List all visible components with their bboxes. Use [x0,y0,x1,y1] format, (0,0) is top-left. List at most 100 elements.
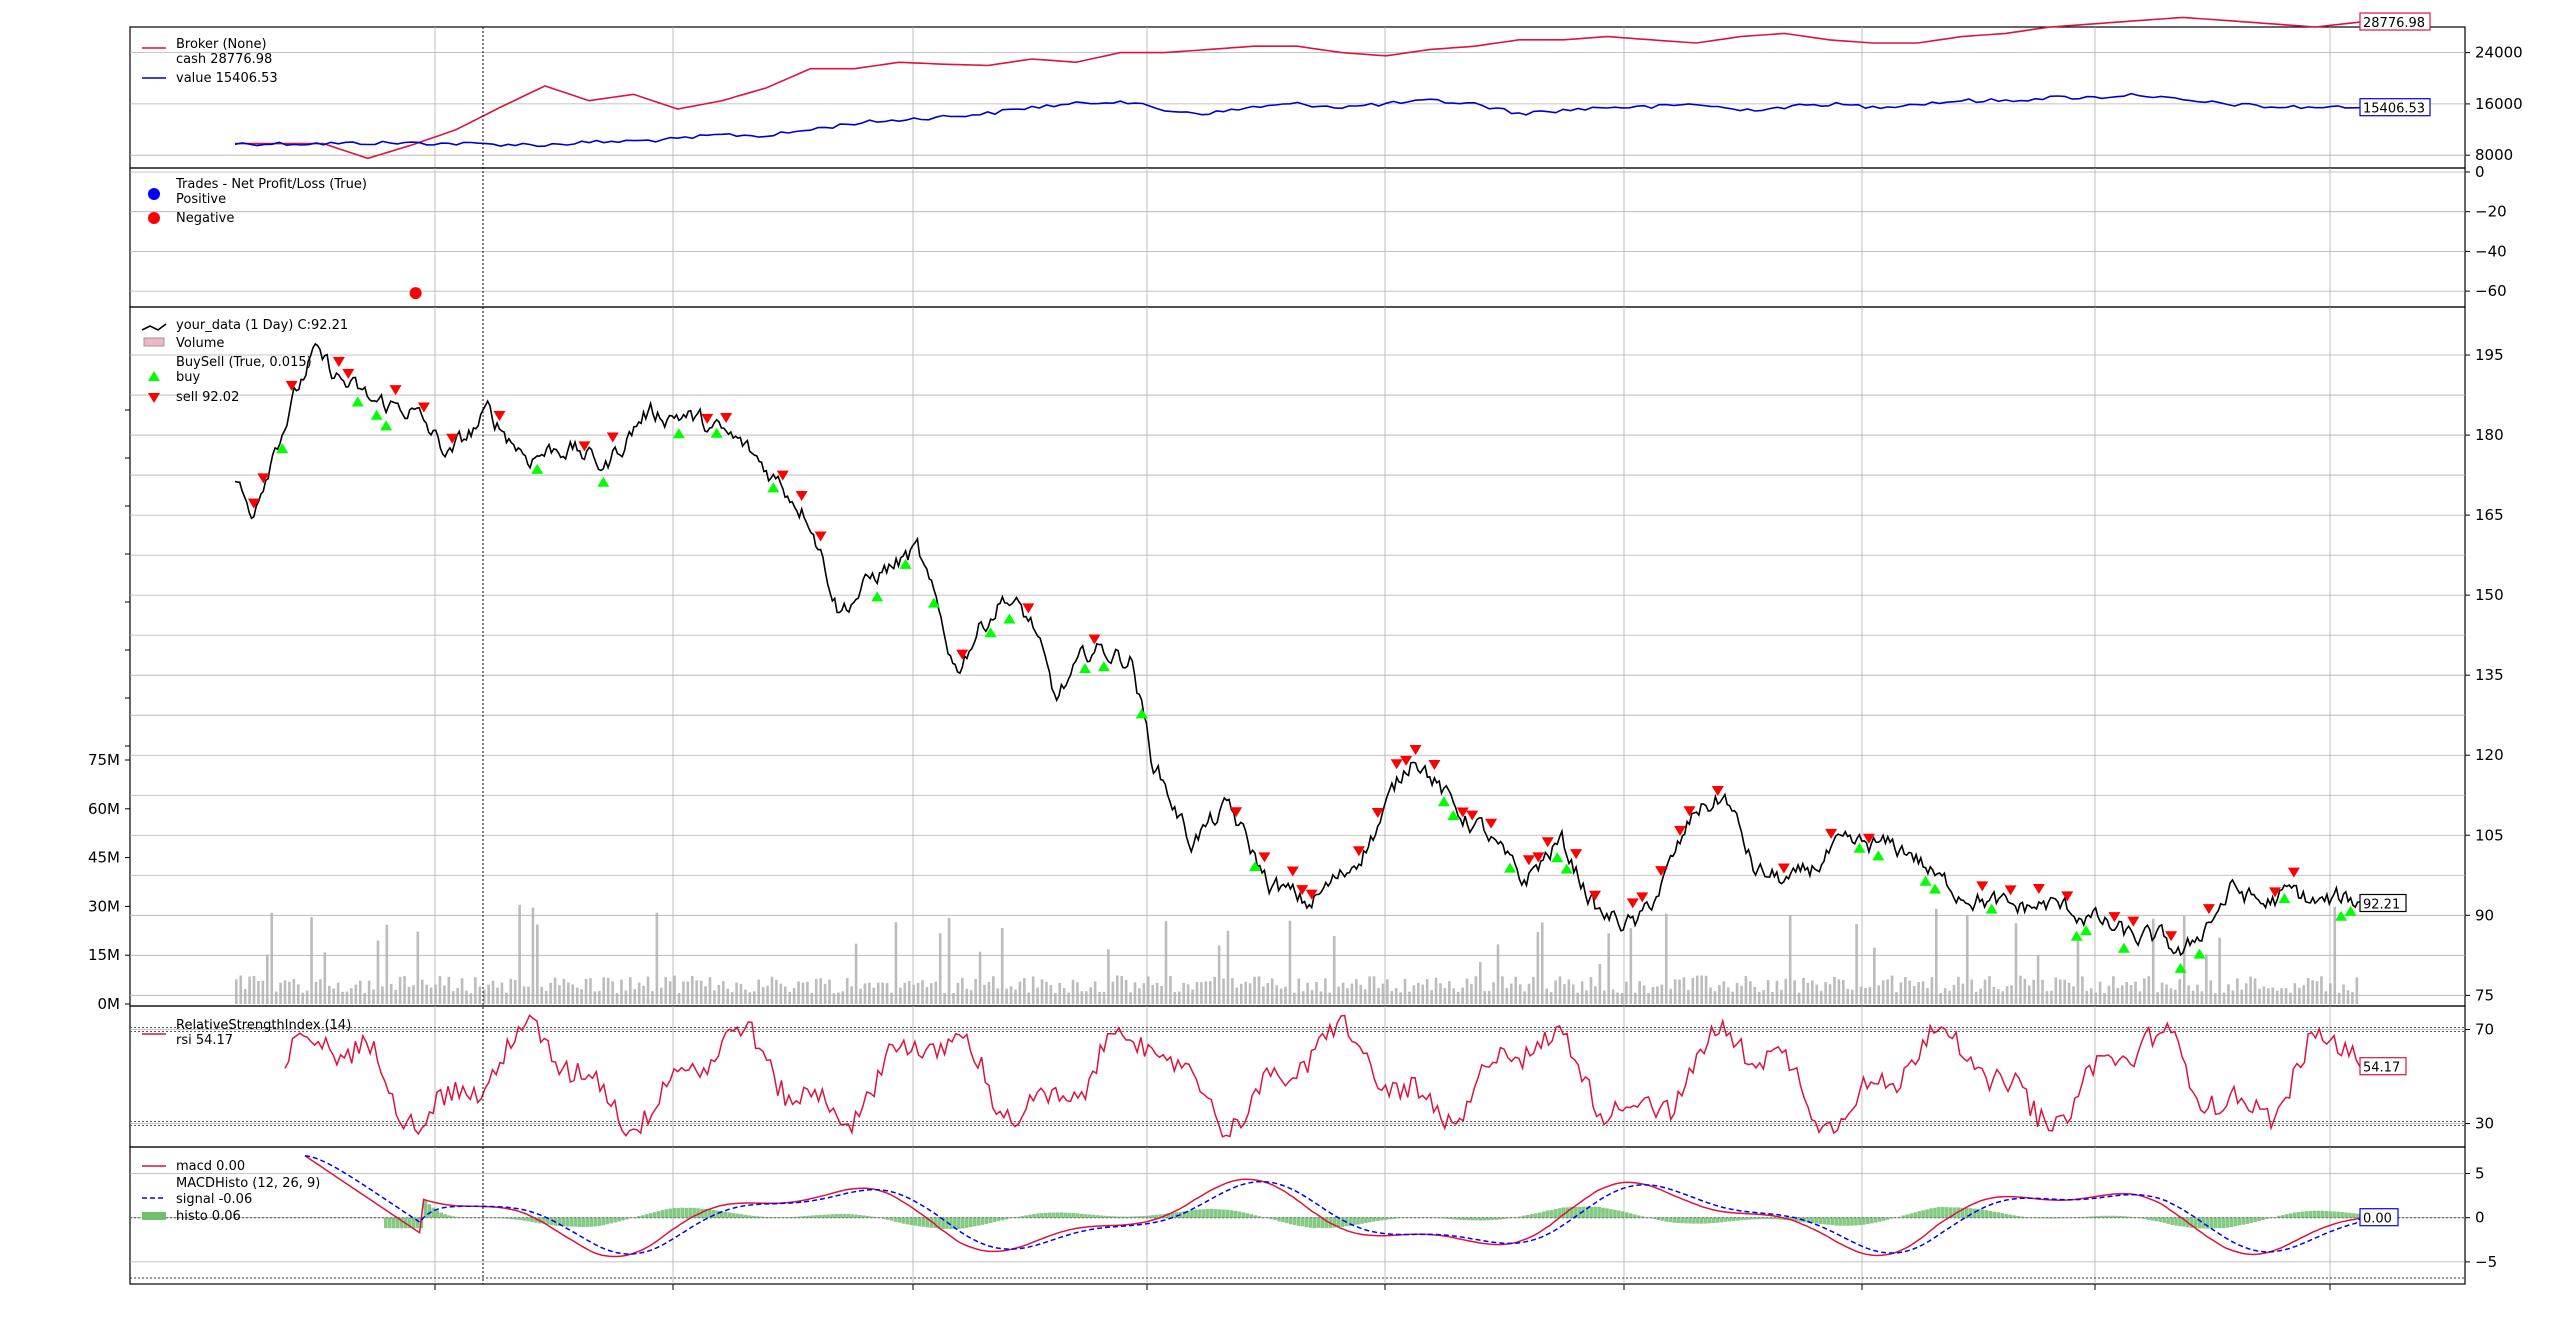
sell-marker [1456,807,1469,818]
volume-bar [1952,984,1956,1004]
volume-bar [1563,984,1566,1004]
panel-trades: 0 −20 −40 −60 Trades - Net Profit/Loss (True… [129,163,2507,308]
histo-bar [1806,1217,1811,1223]
sell-marker [1532,852,1545,863]
histo-bar [1585,1206,1590,1218]
sell-marker [1589,890,1601,901]
volume-bar [2085,990,2089,1004]
histo-bar [1676,1217,1680,1223]
volume-bar [1417,982,1420,1004]
histo-bar [443,1214,447,1218]
macd-last: 0.00 [2363,1212,2392,1227]
volume-bar [1279,988,1283,1004]
volume-bar [1111,981,1115,1004]
volume-bar [549,982,552,1004]
volume-bar [2067,982,2071,1004]
sell-marker [2004,885,2017,896]
volume-bar [1146,976,1150,1004]
volume-bar [2213,993,2217,1004]
volume-bar [252,975,256,1004]
volume-bar [1607,933,1610,1004]
histo-bar [1964,1207,1969,1218]
volume-bar [956,983,960,1004]
volume-bar [1651,986,1655,1004]
histo-bar [1664,1217,1669,1222]
volume-bar [752,991,756,1004]
volume-bar [474,977,477,1004]
volume-bar [1806,982,1810,1004]
volume-bar [367,980,371,1004]
volume-bar [1359,984,1363,1004]
volume-bar [2306,977,2310,1004]
volume-bar [2001,991,2005,1004]
volume-bar [1319,991,1323,1004]
histo-bar [1656,1217,1661,1221]
volume-bar [2107,985,2111,1004]
histo-bar [2229,1217,2234,1228]
volume-bar [2010,985,2013,1004]
sell-marker [1230,807,1243,818]
volume-bar [522,986,526,1004]
histo-bar [2043,1217,2048,1219]
volume-bar [2112,976,2115,1004]
volume-bar [2253,978,2257,1004]
histo-bar [1952,1207,1957,1218]
histo-bar [838,1213,843,1218]
volume-bar [730,992,734,1004]
volume-bar [1142,983,1146,1004]
volume-bar [757,979,760,1004]
buy-marker [2080,925,2093,936]
histo-bar [1486,1217,1491,1221]
histo-bar [2016,1215,2020,1218]
histo-bar [1518,1216,1522,1218]
volume-bar [1536,932,1540,1004]
histo-bar [1937,1207,1941,1218]
macd-line [304,1155,2361,1258]
volume-bar [633,989,637,1004]
volume-bar [1496,944,1500,1004]
volume-bar [1912,985,1916,1004]
histo-bar [1949,1207,1953,1218]
histo-bar [1277,1217,1281,1222]
histo-bar [897,1217,902,1223]
price-ytick-label-6: 165 [2475,506,2504,524]
volume-bar [1434,977,1438,1004]
histo-bar [719,1211,724,1218]
volume-bar [1842,979,1845,1004]
sell-marker [493,411,506,422]
buy-marker [710,427,723,438]
broker-ytick-label-2: 24000 [2475,44,2523,62]
histo-bar [810,1215,815,1218]
volume-bar [868,982,871,1004]
volume-bar [735,982,738,1004]
volume-bar [943,993,946,1004]
volume-bar [655,912,659,1004]
histo-bar [1059,1212,1064,1218]
histo-bar [2221,1217,2226,1229]
volume-bar [2320,976,2323,1004]
histo-bar [1850,1217,1854,1226]
histo-bar [672,1208,677,1218]
volume-bar [814,979,818,1004]
histo-bar [2249,1217,2253,1224]
histo-bar [1107,1216,1111,1218]
volume-bar [1988,976,1991,1004]
volume-bar [1244,981,1247,1004]
volume-bar [1753,986,1757,1004]
volume-bar [1943,988,1947,1004]
price-ytick-label-3: 120 [2475,746,2504,764]
histo-bar [1320,1217,1325,1229]
sell-marker [1862,833,1875,844]
volume-bar [1877,985,1881,1004]
volume-bar [2222,992,2226,1004]
legend-price: your_data (1 Day) C:92.21 [176,318,348,333]
histo-bar [613,1217,617,1223]
histo-bar [1628,1213,1633,1218]
volume-bar [540,986,544,1004]
volume-bar [2103,993,2106,1004]
volume-bar [726,988,730,1004]
histo-bar [708,1209,712,1218]
histo-bar [1036,1213,1040,1218]
volume-bar [283,980,287,1004]
